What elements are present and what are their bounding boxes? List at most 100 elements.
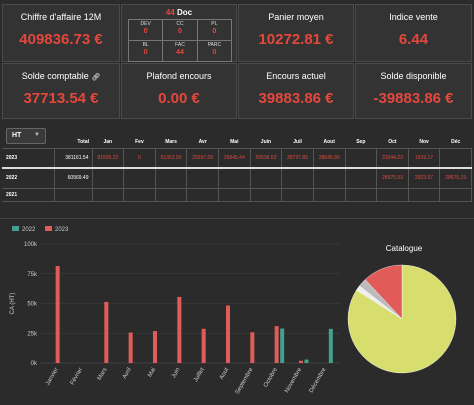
legend-swatch-2023 <box>45 226 52 231</box>
bar-2022-Novembre <box>304 359 309 363</box>
col-header-oct: Oct <box>388 138 397 145</box>
kpi-label: Chiffre d'affaire 12M <box>20 12 102 22</box>
col-header-juil: Juil <box>293 138 302 145</box>
kpi-label: Solde comptable 🔗︎ <box>21 71 101 81</box>
table-cell: 28675.19 <box>439 167 472 189</box>
y-axis-label: CA (HT) <box>10 293 16 315</box>
kpi-label: Indice vente <box>389 12 438 22</box>
table-cell: 55536.53 <box>249 147 283 169</box>
kpi-plafond-encours: Plafond encours 0.00 € <box>121 63 237 119</box>
pie-chart: Catalogue <box>347 244 457 374</box>
x-tick-label: Mai <box>147 367 157 378</box>
kpi-value: 37713.54 € <box>23 90 99 107</box>
table-cell <box>91 167 125 189</box>
table-cell <box>91 187 125 202</box>
x-tick-label: Aout <box>219 367 231 381</box>
table-cell: 0 <box>123 147 156 169</box>
doc-cell-fac[interactable]: FAC 44 <box>162 40 198 62</box>
table-cell <box>344 147 378 169</box>
row-year: 2023 <box>2 147 55 169</box>
table-cell <box>312 167 346 189</box>
kpi-value: 409836.73 € <box>19 31 103 48</box>
x-tick-label: Avril <box>122 367 133 380</box>
kpi-doc-counts: 44 Doc DEV 0 CC 0 PL 0 BL 0 FAC 44 PARC 0 <box>121 4 237 62</box>
doc-cell-pl[interactable]: PL 0 <box>196 19 233 41</box>
x-tick-label: Janvier <box>45 367 60 387</box>
table-cell: 31044.23 <box>376 147 409 169</box>
col-header-mars: Mars <box>165 138 177 145</box>
table-cell <box>123 187 156 202</box>
kpi-value: 10272.81 € <box>258 31 334 48</box>
table-cell <box>281 187 314 202</box>
kpi-chiffre-affaire: Chiffre d'affaire 12M 409836.73 € <box>2 4 120 62</box>
table-cell <box>312 187 346 202</box>
col-header-juin: Juin <box>260 138 272 145</box>
kpi-value: 0.00 € <box>158 90 200 107</box>
table-row: 2023 381161.54 81505.22 0 51353.90 25597.05 26… <box>2 147 472 169</box>
table-cell: 2923.97 <box>407 167 441 189</box>
table-cell <box>249 187 283 202</box>
table-cell: 28645.90 <box>312 147 346 169</box>
x-tick-label: Septembre <box>235 366 255 395</box>
doc-cell-parc[interactable]: PARC 0 <box>196 40 233 62</box>
table-cell: 26845.44 <box>218 147 251 169</box>
y-tick-label: 50k <box>27 302 38 308</box>
ht-select-value: HT <box>12 132 22 139</box>
charts-panel: 2022 2023 0k 25k 50k 75k 100k CA (HT) Janvier Fév… <box>0 218 474 405</box>
doc-count: 44 <box>165 8 175 17</box>
kpi-label: Encours actuel <box>266 71 326 81</box>
table-cell: 51353.90 <box>154 147 188 169</box>
table-cell: 25597.05 <box>186 147 219 169</box>
col-header-fev: Fev <box>135 138 144 145</box>
table-cell <box>439 147 472 169</box>
kpi-label: Panier moyen <box>268 12 324 22</box>
y-tick-label: 75k <box>27 272 38 278</box>
x-tick-label: Novembre <box>284 366 303 394</box>
bar-2022-Octobre <box>280 328 285 363</box>
kpi-label: Solde disponible <box>380 71 447 81</box>
bar-2023-Janvier <box>55 266 60 363</box>
doc-cell-bl[interactable]: BL 0 <box>127 40 164 62</box>
table-row: 2022 60569.49 28970.33 2923.97 28675.19 <box>2 167 472 189</box>
row-total: 381161.54 <box>53 147 93 169</box>
doc-cell-dev[interactable]: DEV 0 <box>127 19 164 41</box>
table-cell <box>439 187 472 202</box>
table-cell <box>376 187 409 202</box>
col-header-total: Total <box>77 138 89 145</box>
row-total <box>53 187 93 202</box>
kpi-solde-disponible: Solde disponible -39883.86 € <box>355 63 472 119</box>
table-cell <box>218 167 251 189</box>
col-header-avr: Avr <box>198 138 207 145</box>
monthly-table: Total Jan Fev Mars Avr Mai Juin Juil Aout Sep Oct N… <box>2 136 472 202</box>
kpi-encours-actuel: Encours actuel 39883.86 € <box>238 63 354 119</box>
x-tick-label: Juin <box>171 367 182 380</box>
ht-select[interactable]: HT ▼ <box>6 128 46 144</box>
kpi-label: Plafond encours <box>146 71 212 81</box>
table-cell <box>407 187 441 202</box>
col-header-déc: Déc <box>451 138 461 145</box>
x-tick-label: Octobre <box>263 366 279 388</box>
bar-2023-Mai <box>153 331 157 363</box>
y-tick-label: 100k <box>24 242 38 248</box>
bar-2023-Juillet <box>201 328 206 363</box>
y-tick-label: 25k <box>27 331 38 337</box>
link-icon[interactable]: 🔗︎ <box>91 74 101 81</box>
table-cell <box>344 187 378 202</box>
doc-label: Doc <box>177 8 193 17</box>
pie-title: Catalogue <box>386 244 423 253</box>
bar-chart: 2022 2023 0k 25k 50k 75k 100k CA (HT) Janvier Fév… <box>10 226 340 395</box>
table-cell <box>123 167 156 189</box>
kpi-value: -39883.86 € <box>373 90 454 107</box>
bar-2023-Juin <box>177 296 182 363</box>
table-cell <box>154 187 188 202</box>
table-cell <box>249 167 283 189</box>
col-header-aout: Aout <box>323 138 335 145</box>
doc-cell-cc[interactable]: CC 0 <box>162 19 198 41</box>
y-tick-label: 0k <box>31 361 38 367</box>
doc-title: 44 Doc <box>122 8 236 17</box>
x-tick-label: Juillet <box>193 367 206 384</box>
table-cell: 1919.17 <box>407 147 441 169</box>
bar-2023-Avril <box>128 332 133 363</box>
pie-slice <box>356 285 403 320</box>
table-row: 2021 <box>2 187 472 202</box>
